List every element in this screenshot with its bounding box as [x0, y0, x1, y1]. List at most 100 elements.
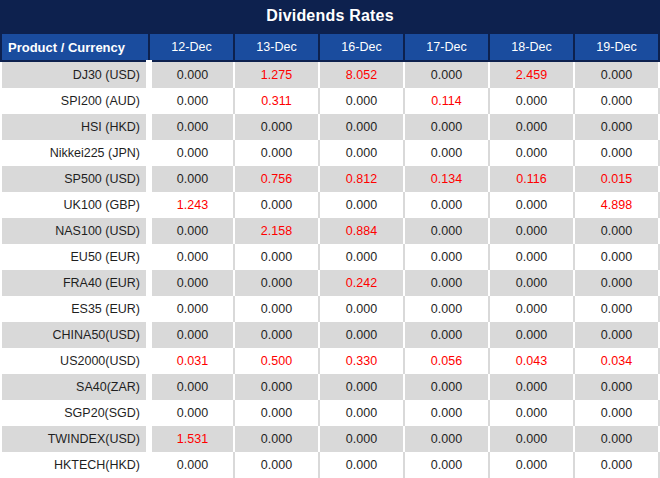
rate-cell: 0.134 — [404, 166, 489, 192]
rate-cell: 0.000 — [319, 296, 404, 322]
rate-cell: 0.000 — [489, 88, 574, 114]
rate-cell: 0.000 — [319, 244, 404, 270]
rate-cell: 0.000 — [319, 426, 404, 452]
product-cell: US2000(USD) — [1, 348, 149, 374]
rate-cell: 0.000 — [489, 140, 574, 166]
rate-cell: 0.000 — [234, 192, 319, 218]
rate-cell: 0.000 — [149, 114, 234, 140]
table-row: DJ30 (USD)0.0001.2758.0520.0002.4590.000 — [1, 61, 659, 88]
rate-cell: 0.000 — [574, 270, 659, 296]
rate-cell: 0.000 — [574, 322, 659, 348]
table-row: TWINDEX(USD)1.5310.0000.0000.0000.0000.0… — [1, 426, 659, 452]
rate-cell: 0.884 — [319, 218, 404, 244]
product-cell: DJ30 (USD) — [1, 61, 149, 88]
table-body: DJ30 (USD)0.0001.2758.0520.0002.4590.000… — [1, 61, 659, 478]
rate-cell: 1.243 — [149, 192, 234, 218]
product-cell: NAS100 (USD) — [1, 218, 149, 244]
product-cell: EU50 (EUR) — [1, 244, 149, 270]
rate-cell: 0.000 — [319, 192, 404, 218]
table-row: SPI200 (AUD)0.0000.3110.0000.1140.0000.0… — [1, 88, 659, 114]
rate-cell: 0.043 — [489, 348, 574, 374]
rate-cell: 0.000 — [489, 244, 574, 270]
rate-cell: 0.000 — [404, 452, 489, 478]
rate-cell: 0.000 — [489, 296, 574, 322]
product-cell: HKTECH(HKD) — [1, 452, 149, 478]
rate-cell: 0.000 — [149, 218, 234, 244]
table-row: HSI (HKD)0.0000.0000.0000.0000.0000.000 — [1, 114, 659, 140]
rate-cell: 0.000 — [489, 114, 574, 140]
rate-cell: 0.000 — [234, 400, 319, 426]
rate-cell: 0.000 — [404, 296, 489, 322]
rate-cell: 0.000 — [234, 244, 319, 270]
rate-cell: 0.000 — [404, 114, 489, 140]
rate-cell: 0.311 — [234, 88, 319, 114]
date-column-header: 17-Dec — [404, 33, 489, 61]
rate-cell: 0.000 — [149, 140, 234, 166]
rate-cell: 0.000 — [149, 322, 234, 348]
product-cell: CHINA50(USD) — [1, 322, 149, 348]
rate-cell: 0.000 — [319, 400, 404, 426]
rate-cell: 0.000 — [149, 244, 234, 270]
rate-cell: 0.000 — [404, 192, 489, 218]
table-row: ES35 (EUR)0.0000.0000.0000.0000.0000.000 — [1, 296, 659, 322]
product-cell: SPI200 (AUD) — [1, 88, 149, 114]
rate-cell: 0.000 — [234, 374, 319, 400]
rate-cell: 0.000 — [404, 218, 489, 244]
table-row: NAS100 (USD)0.0002.1580.8840.0000.0000.0… — [1, 218, 659, 244]
table-row: EU50 (EUR)0.0000.0000.0000.0000.0000.000 — [1, 244, 659, 270]
rate-cell: 0.000 — [404, 61, 489, 88]
rate-cell: 0.756 — [234, 166, 319, 192]
header-row: Product / Currency 12-Dec13-Dec16-Dec17-… — [1, 33, 659, 61]
rate-cell: 0.500 — [234, 348, 319, 374]
rate-cell: 0.015 — [574, 166, 659, 192]
product-cell: Nikkei225 (JPN) — [1, 140, 149, 166]
rate-cell: 0.000 — [319, 322, 404, 348]
rate-cell: 0.812 — [319, 166, 404, 192]
table-row: UK100 (GBP)1.2430.0000.0000.0000.0004.89… — [1, 192, 659, 218]
rate-cell: 0.000 — [574, 88, 659, 114]
rate-cell: 0.000 — [149, 270, 234, 296]
table-row: FRA40 (EUR)0.0000.0000.2420.0000.0000.00… — [1, 270, 659, 296]
rate-cell: 0.000 — [404, 244, 489, 270]
rate-cell: 0.000 — [574, 296, 659, 322]
rate-cell: 4.898 — [574, 192, 659, 218]
rate-cell: 0.000 — [149, 166, 234, 192]
rate-cell: 0.000 — [319, 452, 404, 478]
product-cell: FRA40 (EUR) — [1, 270, 149, 296]
dividends-rates-widget: Dividends Rates Product / Currency 12-De… — [0, 0, 660, 478]
rate-cell: 0.000 — [149, 452, 234, 478]
rate-cell: 0.034 — [574, 348, 659, 374]
rate-cell: 0.000 — [234, 114, 319, 140]
rate-cell: 0.000 — [489, 270, 574, 296]
rate-cell: 0.000 — [404, 140, 489, 166]
rate-cell: 0.000 — [319, 140, 404, 166]
table-row: Nikkei225 (JPN)0.0000.0000.0000.0000.000… — [1, 140, 659, 166]
rate-cell: 0.000 — [574, 61, 659, 88]
rate-cell: 0.000 — [489, 218, 574, 244]
rate-cell: 0.000 — [489, 374, 574, 400]
rate-cell: 0.000 — [149, 374, 234, 400]
date-column-header: 16-Dec — [319, 33, 404, 61]
rate-cell: 0.000 — [319, 114, 404, 140]
rate-cell: 0.000 — [234, 322, 319, 348]
rate-cell: 0.000 — [404, 270, 489, 296]
rate-cell: 1.275 — [234, 61, 319, 88]
rate-cell: 0.000 — [574, 218, 659, 244]
rate-cell: 0.000 — [574, 400, 659, 426]
rate-cell: 0.031 — [149, 348, 234, 374]
rate-cell: 0.000 — [149, 61, 234, 88]
product-cell: SGP20(SGD) — [1, 400, 149, 426]
product-cell: ES35 (EUR) — [1, 296, 149, 322]
rate-cell: 0.000 — [489, 452, 574, 478]
rate-cell: 2.158 — [234, 218, 319, 244]
date-column-header: 19-Dec — [574, 33, 659, 61]
table-row: CHINA50(USD)0.0000.0000.0000.0000.0000.0… — [1, 322, 659, 348]
table-row: SP500 (USD)0.0000.7560.8120.1340.1160.01… — [1, 166, 659, 192]
date-column-header: 13-Dec — [234, 33, 319, 61]
rate-cell: 0.000 — [574, 140, 659, 166]
table-row: US2000(USD)0.0310.5000.3300.0560.0430.03… — [1, 348, 659, 374]
rate-cell: 0.116 — [489, 166, 574, 192]
rate-cell: 0.000 — [319, 374, 404, 400]
rate-cell: 1.531 — [149, 426, 234, 452]
product-cell: TWINDEX(USD) — [1, 426, 149, 452]
